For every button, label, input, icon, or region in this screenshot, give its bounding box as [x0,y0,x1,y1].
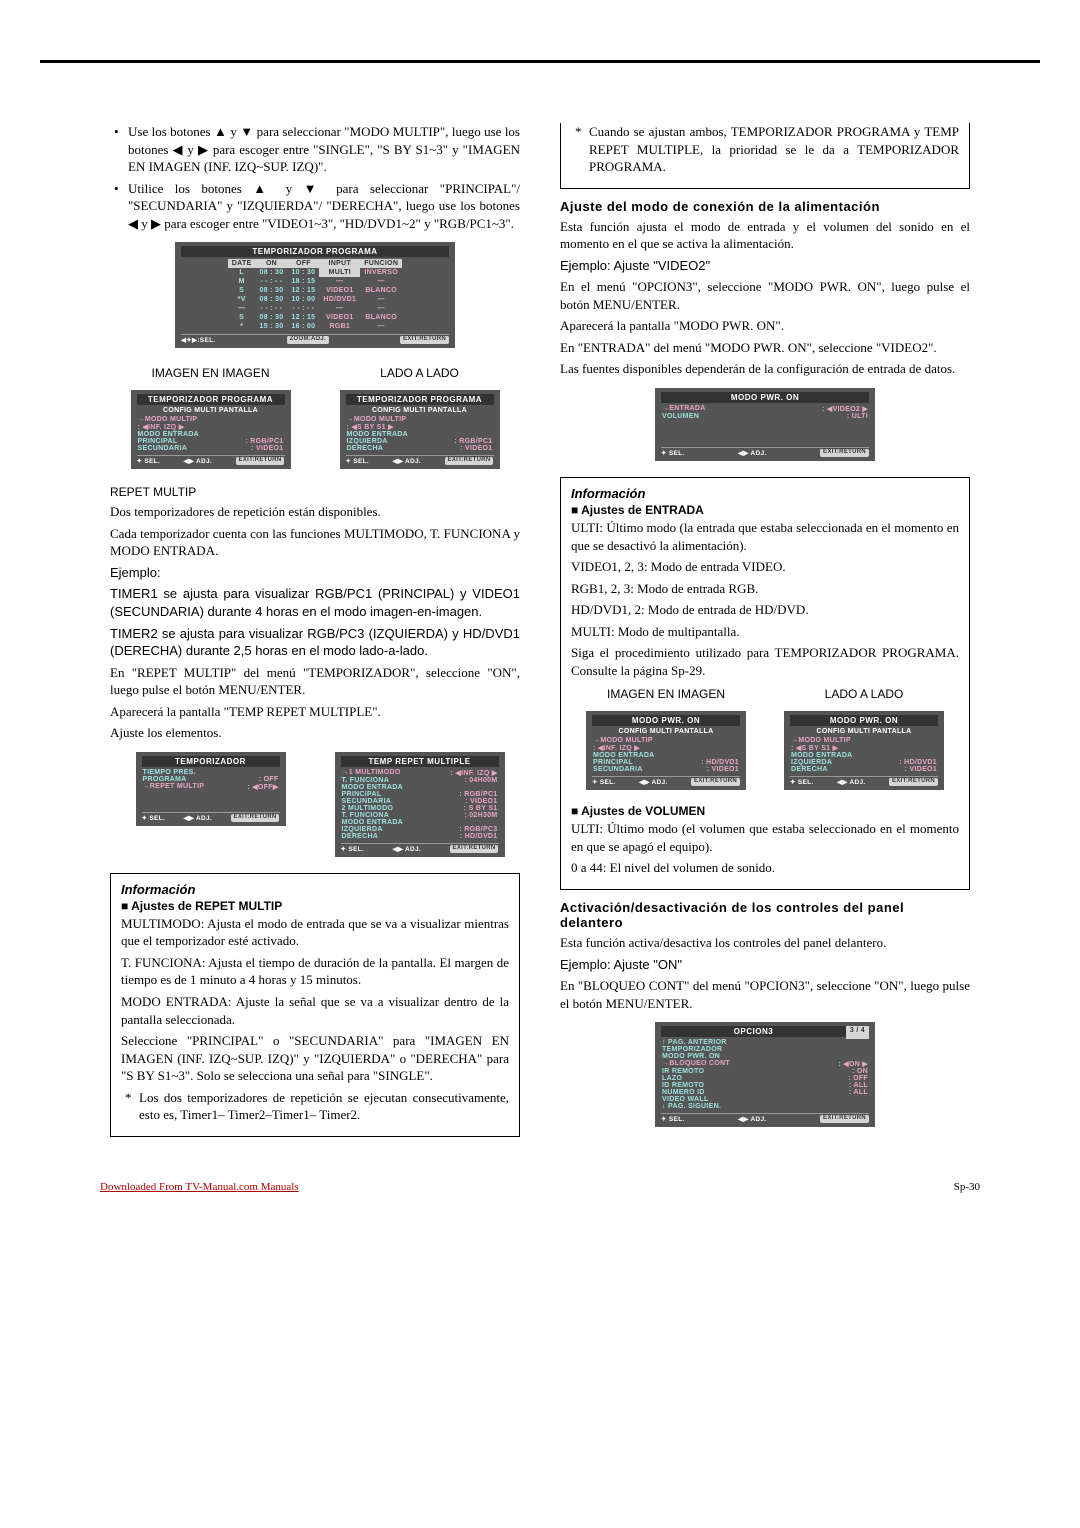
info-box-cont: Cuando se ajustan ambos, TEMPORIZADOR PR… [560,123,970,189]
para: Dos temporizadores de repetición están d… [110,503,520,521]
sbs-label: LADO A LADO [769,687,959,701]
info-sub: Ajustes de REPET MULTIP [121,899,509,913]
para: Seleccione "PRINCIPAL" o "SECUNDARIA" pa… [121,1032,509,1085]
repet-label: REPET MULTIP [110,485,520,499]
para: Cuando se ajustan ambos, TEMPORIZADOR PR… [571,123,959,176]
osd-title: TEMPORIZADOR PROGRAMA [137,394,285,405]
para: Ejemplo: Ajuste "VIDEO2" [560,257,970,275]
prog-table: DATEONOFFINPUTFUNCION L08 : 3010 : 30MUL… [228,259,402,331]
osd-opcion3: OPCION33 / 4 ↑ PAG. ANTERIORTEMPORIZADOR… [655,1022,875,1127]
osd-title: MODO PWR. ON [661,392,869,403]
osd-sbs2: MODO PWR. ON CONFIG MULTI PANTALLA →MODO… [784,711,944,790]
pip-label: IMAGEN EN IMAGEN [571,687,761,701]
info-title: Información [121,882,509,897]
para: 0 a 44: El nivel del volumen de sonido. [571,859,959,877]
para: ULTI: Último modo (el volumen que estaba… [571,820,959,855]
para: En "ENTRADA" del menú "MODO PWR. ON", se… [560,339,970,357]
heading: Ajuste del modo de conexión de la alimen… [560,199,970,214]
para: Siga el procedimiento utilizado para TEM… [571,644,959,679]
osd-title: TEMP REPET MULTIPLE [341,756,499,767]
info-sub: Ajustes de ENTRADA [571,503,959,517]
para: Aparecerá la pantalla "TEMP REPET MULTIP… [110,703,520,721]
pip-label: IMAGEN EN IMAGEN [110,366,311,380]
page: Use los botones ▲ y ▼ para seleccionar "… [40,60,1040,1177]
osd-footer: ◀✦▶:SEL.ZOOM:ADJ.EXIT:RETURN [181,334,449,344]
para: En el menú "OPCION3", seleccione "MODO P… [560,278,970,313]
osd-sbs: TEMPORIZADOR PROGRAMA CONFIG MULTI PANTA… [340,390,500,469]
info-title: Información [571,486,959,501]
osd-title: MODO PWR. ON [790,715,938,726]
manual-link[interactable]: Downloaded From TV-Manual.com Manuals [100,1181,299,1193]
para: Ejemplo: Ajuste "ON" [560,956,970,974]
osd-modo-pwr: MODO PWR. ON →ENTRADA: ◀VIDEO2 ▶VOLUMEN:… [655,388,875,461]
para: Use los botones ▲ y ▼ para seleccionar "… [110,123,520,176]
para: MULTIMODO: Ajusta el modo de entrada que… [121,915,509,950]
para: TIMER1 se ajusta para visualizar RGB/PC1… [110,585,520,620]
osd-pip: TEMPORIZADOR PROGRAMA CONFIG MULTI PANTA… [131,390,291,469]
osd-sub: CONFIG MULTI PANTALLA [137,407,285,414]
para: Esta función ajusta el modo de entrada y… [560,218,970,253]
osd-pip2: MODO PWR. ON CONFIG MULTI PANTALLA →MODO… [586,711,746,790]
osd-sub: CONFIG MULTI PANTALLA [790,728,938,735]
left-column: Use los botones ▲ y ▼ para seleccionar "… [110,123,520,1147]
osd-temporizador-programa: TEMPORIZADOR PROGRAMA DATEONOFFINPUTFUNC… [175,242,455,348]
osd-title: TEMPORIZADOR [142,756,280,767]
para: RGB1, 2, 3: Modo de entrada RGB. [571,580,959,598]
osd-temporizador: TEMPORIZADOR TIEMPO PRES.PROGRAMA: OFF→R… [136,752,286,826]
page-number: Sp-30 [954,1181,980,1193]
osd-sub: CONFIG MULTI PANTALLA [346,407,494,414]
para: TIMER2 se ajusta para visualizar RGB/PC3… [110,625,520,660]
para: Ajuste los elementos. [110,724,520,742]
info-sub: Ajustes de VOLUMEN [571,804,959,818]
osd-sub: CONFIG MULTI PANTALLA [592,728,740,735]
para: Esta función activa/desactiva los contro… [560,934,970,952]
para: En "BLOQUEO CONT" del menú "OPCION3", se… [560,977,970,1012]
para: VIDEO1, 2, 3: Modo de entrada VIDEO. [571,558,959,576]
para: Las fuentes disponibles dependerán de la… [560,360,970,378]
info-box-repet: Información Ajustes de REPET MULTIP MULT… [110,873,520,1137]
para: ULTI: Último modo (la entrada que estaba… [571,519,959,554]
para: MODO ENTRADA: Ajuste la señal que se va … [121,993,509,1028]
para: En "REPET MULTIP" del menú "TEMPORIZADOR… [110,664,520,699]
para: Los dos temporizadores de repetición se … [121,1089,509,1124]
osd-temp-repet: TEMP REPET MULTIPLE →1 MULTIMODO: ◀INF. … [335,752,505,857]
para: HD/DVD1, 2: Modo de entrada de HD/DVD. [571,601,959,619]
osd-title: TEMPORIZADOR PROGRAMA [346,394,494,405]
page-badge: 3 / 4 [846,1026,869,1039]
sbs-label: LADO A LADO [319,366,520,380]
para: T. FUNCIONA: Ajusta el tiempo de duració… [121,954,509,989]
info-box-entrada: Información Ajustes de ENTRADA ULTI: Últ… [560,477,970,890]
osd-title: TEMPORIZADOR PROGRAMA [181,246,449,257]
para: MULTI: Modo de multipantalla. [571,623,959,641]
right-column: Cuando se ajustan ambos, TEMPORIZADOR PR… [560,123,970,1147]
para: Ejemplo: [110,564,520,582]
para: Cada temporizador cuenta con las funcion… [110,525,520,560]
osd-title: OPCION3 [661,1026,846,1037]
osd-title: MODO PWR. ON [592,715,740,726]
heading: Activación/desactivación de los controle… [560,900,970,930]
para: Utilice los botones ▲ y ▼ para seleccion… [110,180,520,233]
para: Aparecerá la pantalla "MODO PWR. ON". [560,317,970,335]
page-footer: Downloaded From TV-Manual.com Manuals Sp… [0,1177,1080,1213]
